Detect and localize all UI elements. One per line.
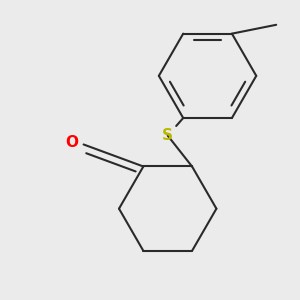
- Text: O: O: [65, 135, 78, 150]
- Text: S: S: [162, 128, 173, 143]
